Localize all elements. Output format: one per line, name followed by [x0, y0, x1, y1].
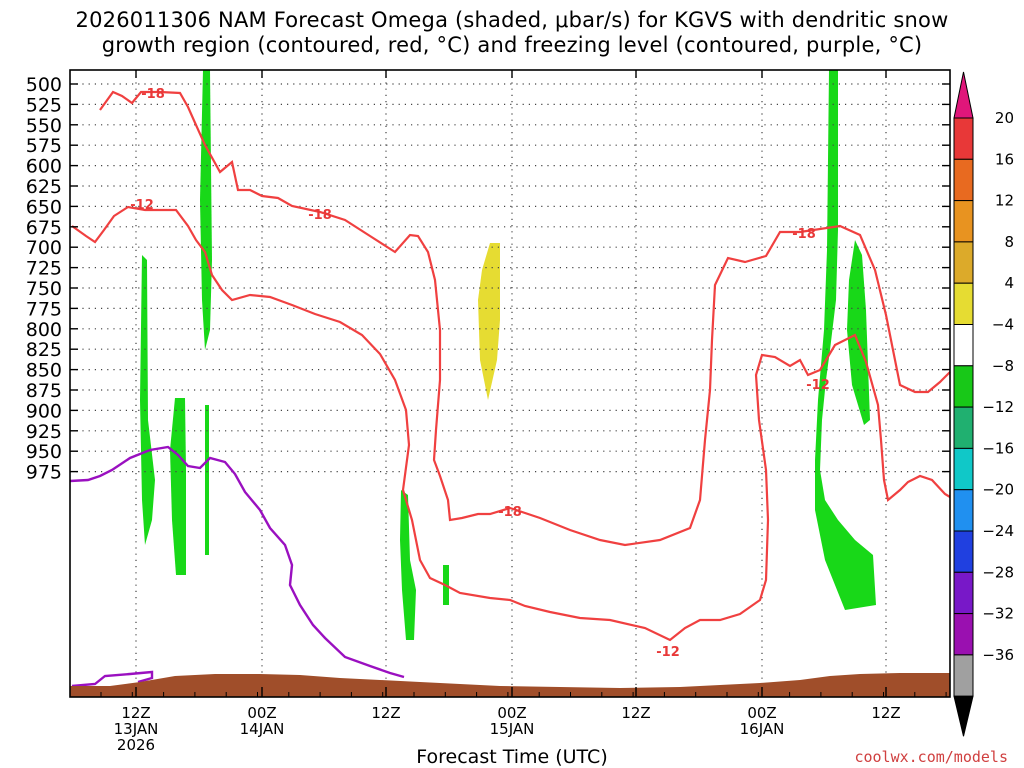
y-tick-label: 900	[26, 400, 62, 422]
y-tick-label: 675	[26, 217, 62, 239]
chart-title-line2: growth region (contoured, red, °C) and f…	[101, 33, 923, 57]
contour-lines	[69, 90, 951, 688]
y-tick-label: 875	[26, 380, 62, 402]
colorbar-swatch	[953, 530, 974, 573]
contour-label: -12	[656, 645, 680, 660]
x-tick-label: 13JAN	[114, 720, 159, 738]
omega-area-4	[205, 405, 209, 555]
y-tick-label: 950	[26, 441, 62, 463]
x-tick-label: 12Z	[871, 704, 900, 722]
colorbar-bottom-arrow	[953, 695, 974, 737]
colorbar-swatch	[953, 282, 974, 326]
colorbar-label: −20	[982, 481, 1014, 499]
omega-area-3	[170, 398, 186, 575]
y-tick-label: 575	[26, 135, 62, 157]
y-tick-label: 725	[26, 258, 62, 280]
x-axis-title: Forecast Time (UTC)	[416, 746, 608, 768]
x-tick-label: 2026	[117, 736, 155, 754]
contour-label: -18	[498, 505, 522, 520]
colorbar-label: −28	[982, 563, 1014, 581]
omega-area-2	[140, 255, 155, 545]
y-tick-label: 600	[26, 156, 62, 178]
omega-area-1	[200, 70, 212, 350]
colorbar-label: −8	[992, 357, 1014, 375]
terrain	[70, 673, 950, 697]
x-tick-label: 12Z	[371, 704, 400, 722]
colorbar-swatch	[953, 654, 974, 697]
plot-frame	[69, 69, 951, 698]
freezing-level-low	[71, 670, 154, 688]
colorbar-label: −24	[982, 522, 1014, 540]
colorbar-label: 16	[995, 150, 1014, 168]
omega-shading	[140, 70, 876, 640]
colorbar-swatch	[953, 241, 974, 284]
y-tick-label: 975	[26, 462, 62, 484]
contour-neg12-lower	[71, 205, 951, 642]
colorbar-label: −16	[982, 439, 1014, 457]
x-tick-label: 12Z	[121, 704, 150, 722]
omega-area-8	[847, 240, 870, 425]
omega-area-5	[400, 490, 416, 640]
colorbar-swatch	[953, 489, 974, 532]
y-tick-label: 500	[26, 74, 62, 96]
contour-label: -18	[792, 227, 816, 242]
contour-labels: -18 -12 -18 -18 -18 -12 -12	[130, 87, 830, 660]
y-tick-label: 825	[26, 339, 62, 361]
contour-label: -18	[308, 208, 332, 223]
y-tick-label: 925	[26, 421, 62, 443]
contour-label: -18	[141, 87, 165, 102]
x-tick-label: 15JAN	[490, 720, 535, 738]
x-tick-label: 12Z	[621, 704, 650, 722]
y-tick-label: 525	[26, 94, 62, 116]
x-tick-label: 00Z	[247, 704, 276, 722]
contour-label: -12	[130, 198, 154, 213]
colorbar-swatch	[953, 406, 974, 449]
chart-title-line1: 2026011306 NAM Forecast Omega (shaded, μ…	[75, 8, 949, 32]
colorbar-label: 4	[1004, 274, 1014, 292]
colorbar-top-arrow	[953, 71, 974, 119]
y-tick-label: 850	[26, 360, 62, 382]
x-tick-label: 00Z	[747, 704, 776, 722]
colorbar-swatch	[953, 200, 974, 243]
y-tick-label: 550	[26, 115, 62, 137]
colorbar-swatch	[953, 324, 974, 367]
contour-label: -12	[806, 378, 830, 393]
colorbar-swatch	[953, 571, 974, 615]
y-tick-label: 650	[26, 196, 62, 218]
freezing-level-line	[69, 445, 405, 679]
x-tick-label: 16JAN	[740, 720, 785, 738]
colorbar-label: −12	[982, 398, 1014, 416]
y-tick-label: 800	[26, 319, 62, 341]
y-tick-label: 625	[26, 176, 62, 198]
colorbar-label: −4	[992, 316, 1014, 334]
y-tick-label: 775	[26, 298, 62, 320]
x-tick-label: 00Z	[497, 704, 526, 722]
y-tick-label: 700	[26, 237, 62, 259]
colorbar-label: −36	[982, 646, 1014, 664]
omega-area-7	[815, 70, 876, 610]
colorbar: 20 16 12 8 4 −4 −8 −12 −16 −20 −24 −28 −32 −36	[953, 71, 1014, 737]
colorbar-label: −32	[982, 605, 1014, 623]
y-tick-label: 750	[26, 278, 62, 300]
credit-text: coolwx.com/models	[854, 748, 1008, 766]
omega-area-9	[478, 243, 500, 400]
colorbar-label: 12	[995, 192, 1014, 210]
colorbar-swatch	[953, 158, 974, 202]
colorbar-swatch	[953, 117, 974, 160]
colorbar-label: 20	[995, 109, 1014, 127]
colorbar-swatch	[953, 447, 974, 491]
x-tick-label: 14JAN	[240, 720, 285, 738]
contour-neg18-upper	[99, 90, 951, 547]
colorbar-swatch	[953, 613, 974, 656]
colorbar-swatch	[953, 365, 974, 408]
y-axis: 5005255505756006256506757007257507758008…	[26, 74, 950, 484]
colorbar-label: 8	[1004, 233, 1014, 251]
